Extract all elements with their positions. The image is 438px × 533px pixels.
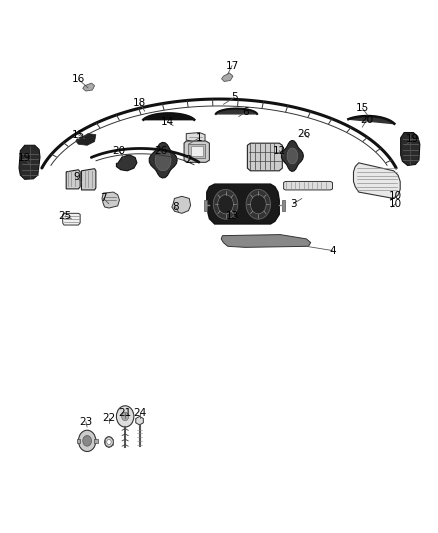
Polygon shape (186, 133, 205, 143)
Polygon shape (188, 144, 205, 158)
Polygon shape (94, 439, 98, 443)
Polygon shape (63, 213, 80, 225)
Polygon shape (191, 146, 203, 157)
Polygon shape (222, 73, 233, 82)
Text: 23: 23 (79, 417, 92, 427)
Polygon shape (247, 143, 283, 171)
Text: 15: 15 (72, 130, 85, 140)
Circle shape (105, 437, 113, 447)
Polygon shape (83, 83, 95, 91)
Polygon shape (81, 168, 96, 190)
Polygon shape (353, 163, 400, 198)
Text: 5: 5 (231, 92, 237, 102)
Polygon shape (172, 196, 191, 213)
Circle shape (83, 435, 92, 446)
Polygon shape (77, 439, 80, 443)
Polygon shape (207, 184, 279, 224)
Text: 14: 14 (161, 117, 174, 127)
Circle shape (213, 189, 238, 219)
Polygon shape (155, 150, 171, 171)
Text: 25: 25 (59, 211, 72, 221)
Text: 19: 19 (18, 152, 32, 163)
Text: 26: 26 (155, 146, 168, 156)
Text: 12: 12 (272, 146, 286, 156)
Polygon shape (287, 148, 297, 164)
Polygon shape (19, 146, 40, 179)
Polygon shape (149, 142, 177, 178)
Polygon shape (284, 181, 332, 190)
Text: 10: 10 (389, 191, 403, 201)
Circle shape (246, 189, 271, 219)
Text: 1: 1 (196, 133, 203, 143)
Text: 4: 4 (329, 246, 336, 255)
Text: 3: 3 (290, 199, 297, 209)
Text: 18: 18 (133, 98, 146, 108)
Text: 22: 22 (102, 413, 116, 423)
Polygon shape (184, 141, 209, 163)
Text: 9: 9 (74, 172, 81, 182)
Circle shape (107, 439, 111, 445)
Text: 21: 21 (119, 408, 132, 418)
Polygon shape (282, 141, 304, 171)
Circle shape (117, 406, 134, 427)
Polygon shape (401, 133, 420, 165)
Text: 26: 26 (297, 128, 311, 139)
Polygon shape (204, 199, 207, 211)
Polygon shape (66, 169, 80, 189)
Polygon shape (348, 116, 394, 124)
Text: 7: 7 (100, 193, 106, 204)
Polygon shape (216, 109, 257, 114)
Text: 8: 8 (172, 202, 179, 212)
Text: 20: 20 (112, 146, 125, 156)
Text: 10: 10 (389, 199, 403, 209)
Circle shape (218, 195, 233, 214)
Circle shape (251, 195, 266, 214)
Text: 15: 15 (356, 103, 369, 113)
Text: 17: 17 (226, 61, 239, 70)
Circle shape (78, 430, 96, 451)
Text: 24: 24 (133, 408, 146, 418)
Polygon shape (102, 192, 120, 208)
Polygon shape (136, 416, 143, 425)
Text: 6: 6 (242, 107, 248, 117)
Text: 16: 16 (72, 75, 85, 84)
Text: 20: 20 (360, 115, 373, 125)
Polygon shape (76, 134, 96, 146)
Polygon shape (143, 114, 194, 120)
Polygon shape (221, 235, 311, 247)
Text: 2: 2 (185, 155, 192, 165)
Circle shape (122, 412, 129, 421)
Text: 13: 13 (226, 211, 239, 221)
Text: 19: 19 (405, 134, 419, 144)
Polygon shape (117, 155, 137, 171)
Polygon shape (283, 199, 286, 211)
